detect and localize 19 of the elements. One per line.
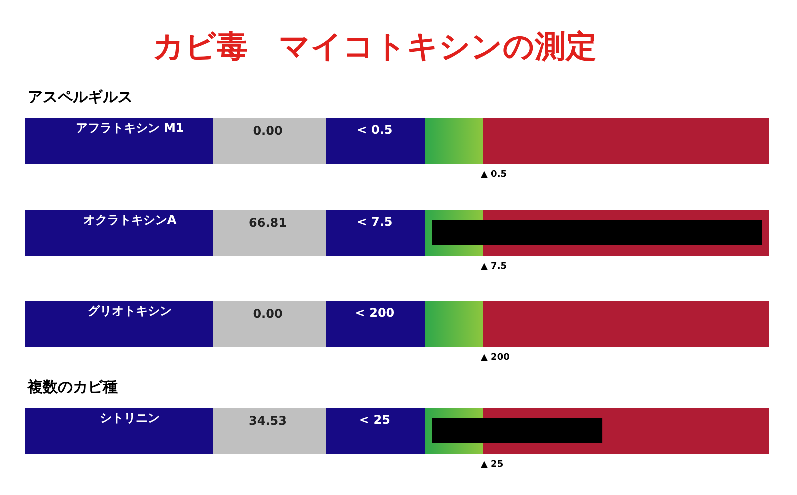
y-tick-label: オクラトキシンA [83, 213, 178, 227]
annotation: ▲ 0.5 [481, 170, 507, 180]
data-label: 66.81 [249, 216, 287, 230]
y-tick-label: シトリニン [100, 411, 160, 425]
data-label: 34.53 [249, 414, 287, 428]
text: 複数のカビ種 [27, 378, 118, 396]
text: < 7.5 [357, 215, 393, 229]
data-label: 0.00 [253, 307, 283, 321]
y-tick-label: アフラトキシン M1 [76, 121, 184, 135]
chart-title: カビ毒 マイコトキシンの測定 [153, 29, 597, 65]
annotation: ▲ 25 [481, 460, 504, 470]
text: < 0.5 [357, 123, 393, 137]
y-tick-label: グリオトキシン [88, 304, 172, 318]
text: < 25 [360, 413, 390, 427]
annotation: ▲ 7.5 [481, 262, 507, 272]
text: アスペルギルス [28, 88, 133, 106]
annotation: ▲ 200 [481, 353, 510, 363]
text: < 200 [355, 306, 395, 320]
data-label: 0.00 [253, 124, 283, 138]
